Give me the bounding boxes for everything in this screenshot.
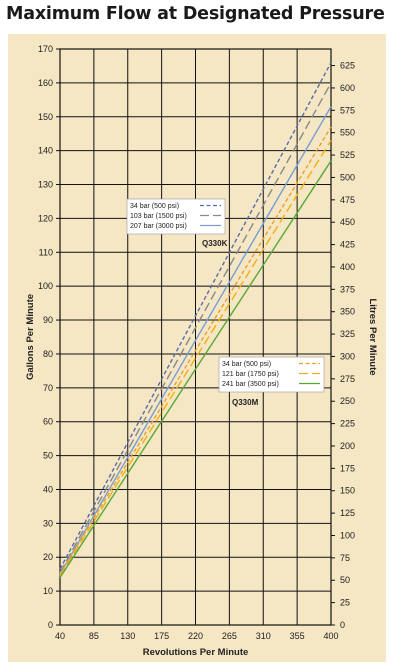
y-right-tick-label: 0 (340, 620, 345, 630)
x-tick-label: 220 (188, 631, 203, 641)
y-right-tick-label: 25 (340, 598, 350, 608)
group-label: Q330K (202, 239, 228, 248)
y-left-tick-label: 90 (43, 315, 53, 325)
y-right-tick-label: 75 (340, 553, 350, 563)
y-right-axis-title: Litres Per Minute (367, 298, 378, 375)
plot-frame (59, 48, 332, 626)
y-right-tick-label: 325 (340, 329, 355, 339)
y-left-tick-label: 120 (38, 213, 53, 223)
y-left-tick-label: 70 (43, 383, 53, 393)
y-right-tick-label: 100 (340, 530, 355, 540)
legend-box (218, 356, 325, 393)
legend-box (126, 198, 226, 235)
x-tick-label: 40 (55, 631, 65, 641)
group-label: Q330M (232, 398, 259, 407)
y-left-tick-label: 50 (43, 451, 53, 461)
series-line (59, 140, 332, 577)
y-right-tick-label: 625 (340, 61, 355, 71)
y-right-tick-label: 150 (340, 486, 355, 496)
y-right-tick-label: 350 (340, 307, 355, 317)
y-right-tick-label: 475 (340, 195, 355, 205)
legend-label: 121 bar (1750 psi) (222, 371, 279, 378)
y-right-tick-label: 275 (340, 374, 355, 384)
y-left-tick-label: 110 (39, 247, 53, 257)
y-right-tick-label: 175 (340, 463, 355, 473)
y-right-tick-label: 225 (340, 419, 355, 429)
y-left-tick-label: 150 (38, 112, 53, 122)
y-left-tick-label: 40 (43, 484, 53, 494)
y-left-tick-label: 60 (43, 417, 53, 427)
y-right-tick-label: 425 (340, 240, 355, 250)
chart-background (8, 34, 386, 662)
y-right-tick-label: 450 (340, 217, 355, 227)
y-left-axis-title: Gallons Per Minute (25, 294, 36, 380)
y-left-tick-label: 100 (38, 281, 53, 291)
x-tick-label: 130 (120, 631, 135, 641)
legend-label: 34 bar (500 psi) (130, 203, 179, 210)
y-right-tick-label: 125 (340, 508, 355, 518)
legend-label: 103 bar (1500 psi) (130, 213, 187, 220)
y-left-tick-label: 140 (38, 146, 53, 156)
y-left-tick-label: 30 (43, 518, 53, 528)
x-tick-label: 85 (89, 631, 99, 641)
y-left-tick-label: 80 (43, 349, 53, 359)
series-line (59, 126, 332, 575)
y-left-tick-label: 20 (43, 552, 53, 562)
y-right-tick-label: 375 (340, 284, 355, 294)
y-right-tick-label: 500 (340, 172, 355, 182)
y-right-tick-label: 400 (340, 262, 355, 272)
x-tick-label: 355 (290, 631, 305, 641)
y-left-tick-label: 170 (38, 44, 53, 54)
y-left-tick-label: 160 (38, 78, 53, 88)
y-right-tick-label: 525 (340, 150, 355, 160)
y-left-tick-label: 10 (43, 586, 53, 596)
y-right-tick-label: 550 (340, 128, 355, 138)
legend-label: 34 bar (500 psi) (222, 361, 271, 368)
x-tick-label: 310 (256, 631, 271, 641)
y-right-tick-label: 200 (340, 441, 355, 451)
y-right-tick-label: 50 (340, 575, 350, 585)
page-title: Maximum Flow at Designated Pressure (6, 4, 385, 24)
legend-label: 241 bar (3500 psi) (222, 381, 279, 388)
y-right-tick-label: 300 (340, 351, 355, 361)
y-right-tick-label: 575 (340, 105, 355, 115)
series-line (59, 160, 332, 578)
series-line (59, 82, 332, 573)
y-left-tick-label: 130 (38, 180, 53, 190)
y-right-tick-label: 250 (340, 396, 355, 406)
series-line (59, 62, 332, 570)
legend-label: 207 bar (3000 psi) (130, 223, 187, 230)
y-left-tick-label: 0 (48, 620, 53, 630)
x-tick-label: 400 (323, 631, 338, 641)
x-axis-title: Revolutions Per Minute (143, 647, 249, 658)
x-tick-label: 265 (222, 631, 237, 641)
y-right-tick-label: 600 (340, 83, 355, 93)
x-tick-label: 175 (154, 631, 169, 641)
series-line (59, 106, 332, 575)
